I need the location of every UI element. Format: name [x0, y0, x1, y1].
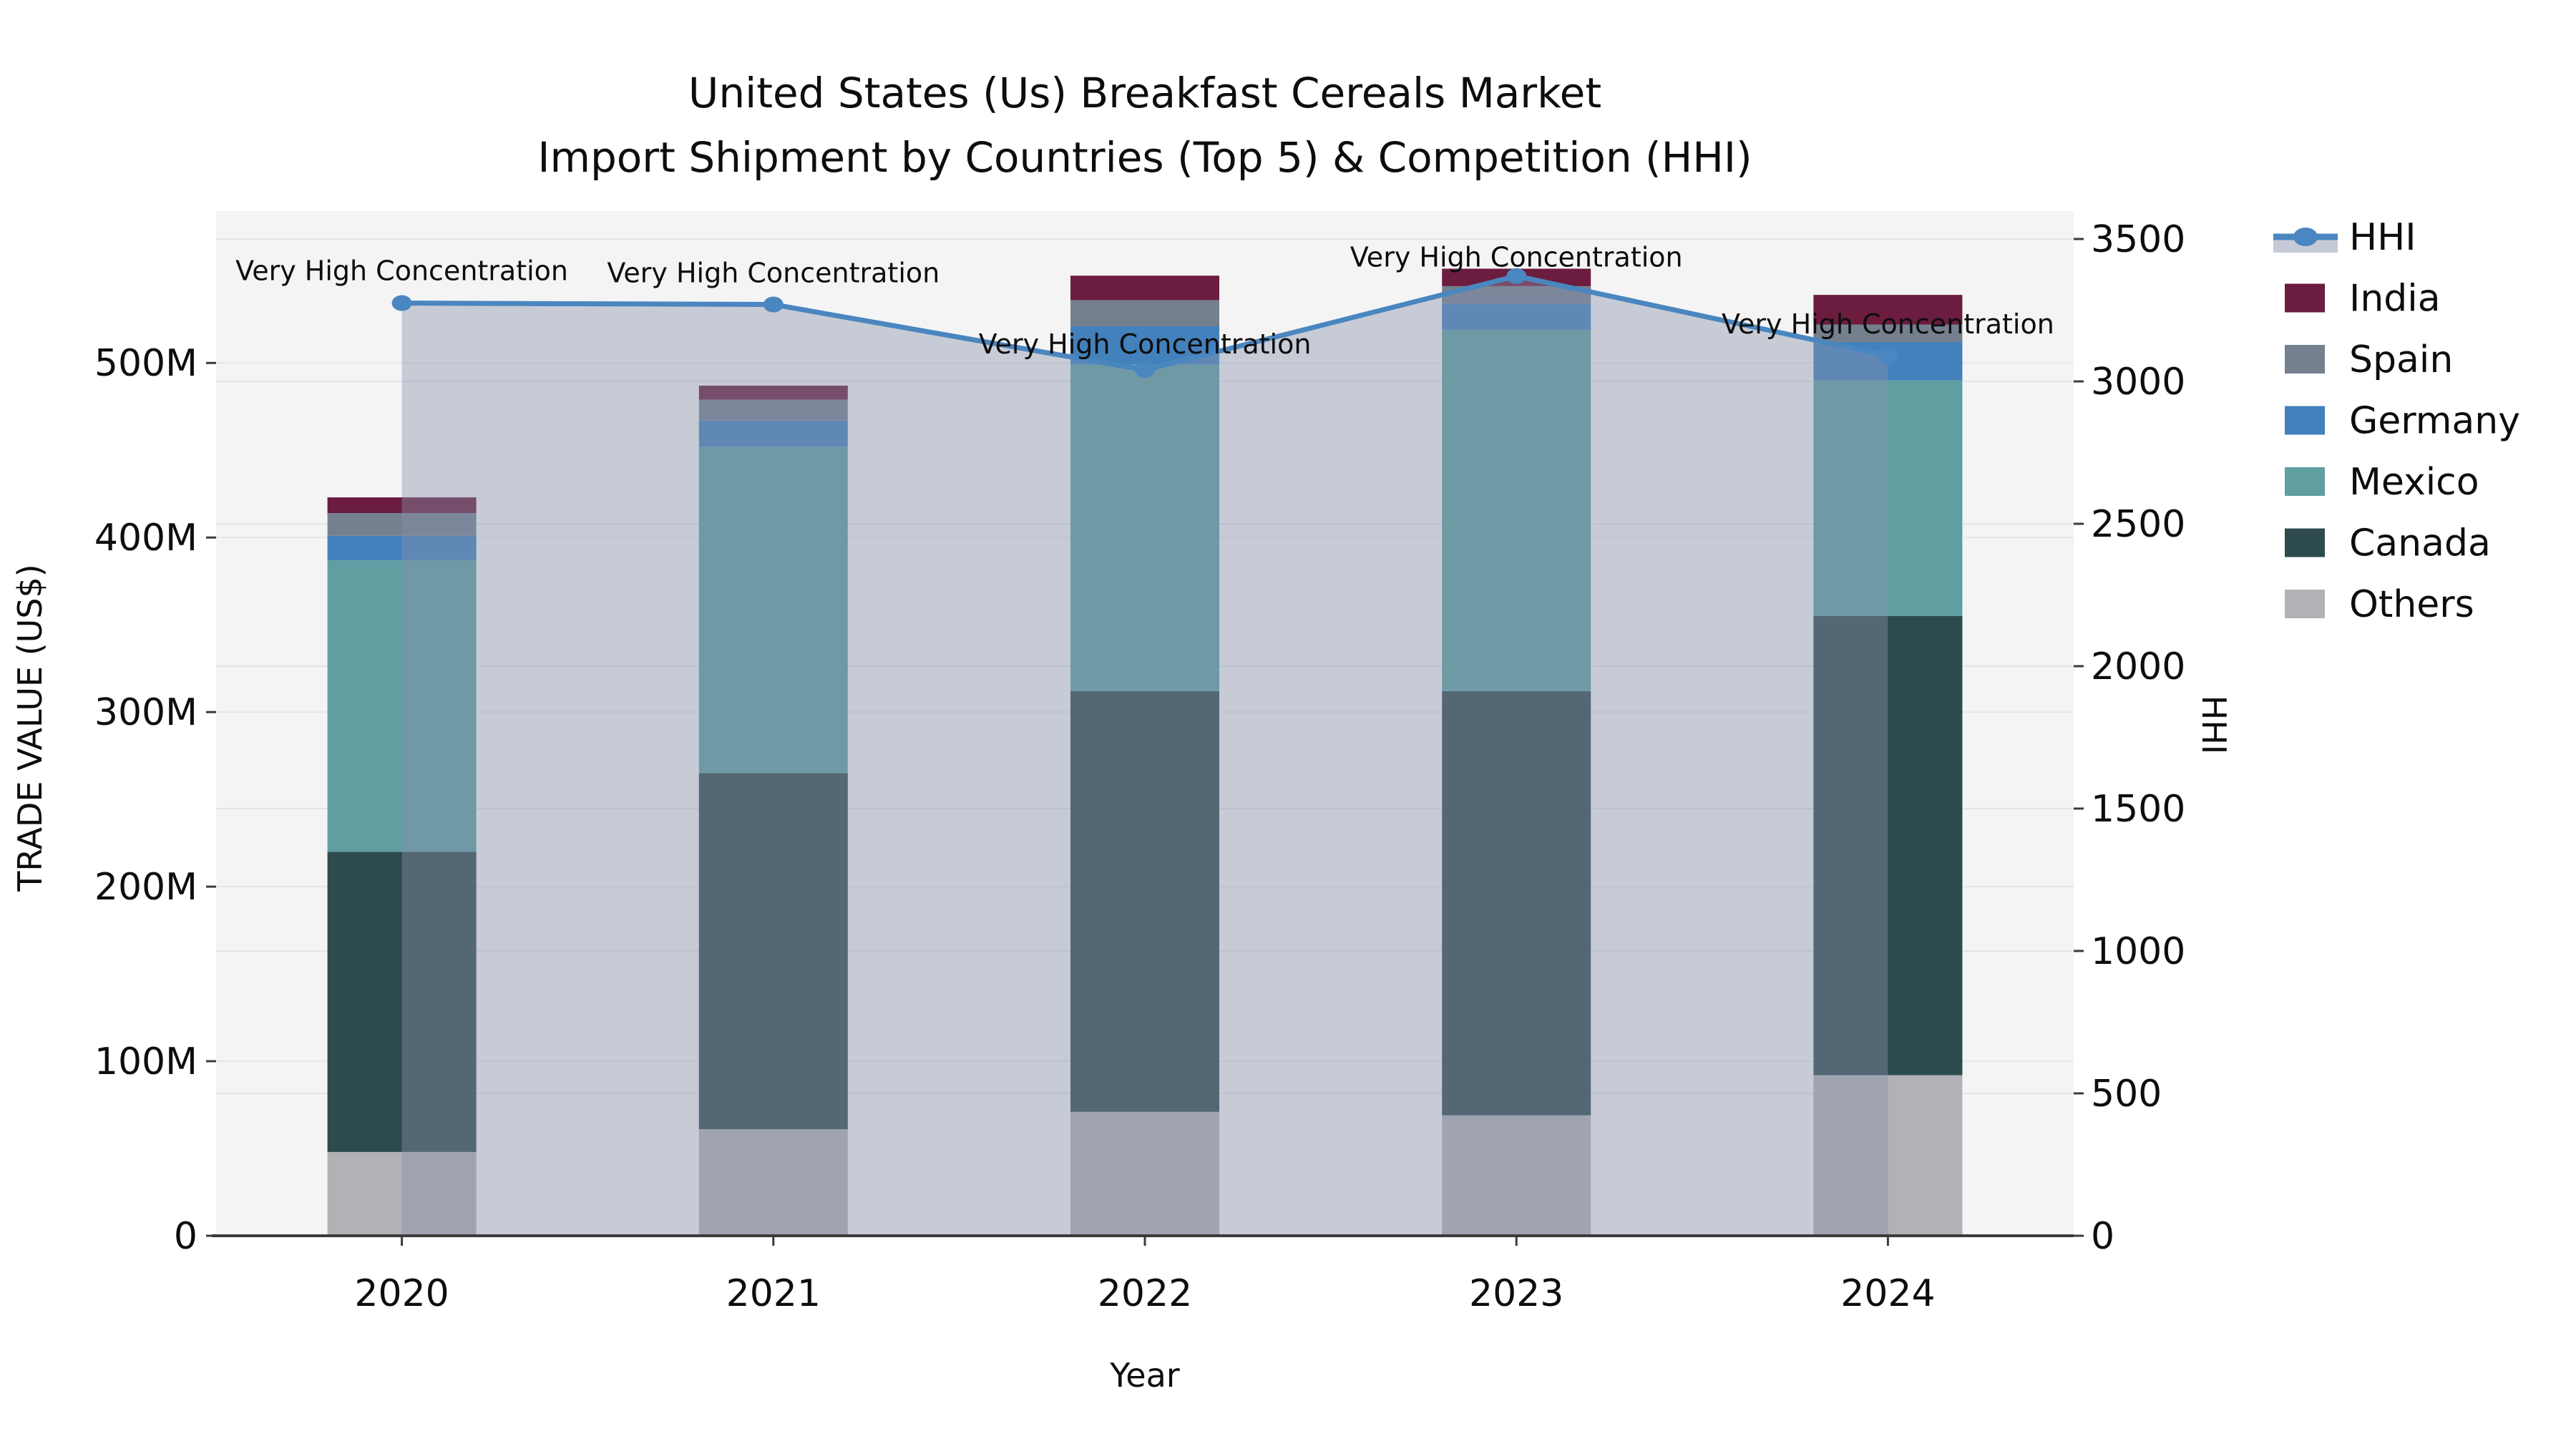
y-right-tick-label: 1500 — [2091, 788, 2185, 831]
legend-label-others: Others — [2349, 583, 2474, 626]
bar-2022-others — [1070, 1111, 1219, 1236]
legend-swatch-canada — [2285, 528, 2325, 557]
y-right-tick-label: 0 — [2091, 1215, 2114, 1258]
bar-2020-spain — [327, 513, 477, 536]
bar-2021-india — [698, 385, 848, 400]
hhi-marker-2020 — [391, 295, 412, 311]
hhi-marker-2024 — [1878, 348, 1898, 364]
bar-2022-spain — [1070, 300, 1219, 327]
y-right-tick-label: 3000 — [2091, 361, 2185, 404]
annotation-2023: Very High Concentration — [1350, 242, 1683, 273]
y-right-tick-label: 500 — [2091, 1073, 2162, 1116]
bar-2023-others — [1442, 1115, 1591, 1236]
bar-2022-india — [1070, 275, 1219, 301]
y-left-tick-label: 0 — [174, 1215, 197, 1258]
annotation-2021: Very High Concentration — [607, 258, 940, 289]
y-left-tick-label: 500M — [94, 342, 197, 385]
legend-label-india: India — [2349, 278, 2441, 321]
bar-2024-spain — [1813, 324, 1963, 342]
y-axis-left-label: TRADE VALUE (US$) — [11, 564, 49, 892]
bar-2023-germany — [1442, 303, 1591, 330]
annotation-2020: Very High Concentration — [235, 255, 568, 287]
chart-title-line1: United States (Us) Breakfast Cereals Mar… — [688, 69, 1601, 117]
y-right-tick-label: 1000 — [2091, 930, 2185, 973]
x-tick-label-2023: 2023 — [1469, 1272, 1563, 1315]
legend-swatch-germany — [2285, 406, 2325, 435]
legend-swatch-others — [2285, 590, 2325, 618]
y-left-tick-label: 300M — [94, 691, 197, 734]
hhi-marker-2023 — [1506, 268, 1527, 284]
bar-2023-canada — [1442, 691, 1591, 1116]
bar-2024-india — [1813, 295, 1963, 325]
x-tick-label-2021: 2021 — [726, 1272, 821, 1315]
legend-label-germany: Germany — [2349, 400, 2520, 443]
x-tick-label-2020: 2020 — [354, 1272, 449, 1315]
legend-swatch-india — [2285, 283, 2325, 313]
chart-title-line2: Import Shipment by Countries (Top 5) & C… — [537, 133, 1752, 182]
x-axis-label: Year — [1109, 1356, 1179, 1395]
legend-label-spain: Spain — [2349, 338, 2453, 381]
bar-2020-germany — [327, 535, 477, 560]
annotation-2022: Very High Concentration — [979, 328, 1312, 360]
legend-hhi-marker-sample — [2293, 228, 2318, 246]
bar-2024-mexico — [1813, 380, 1963, 616]
bar-2020-others — [327, 1151, 477, 1236]
y-left-tick-label: 100M — [94, 1040, 197, 1083]
y-right-tick-label: 2500 — [2091, 503, 2185, 546]
bar-2023-mexico — [1442, 329, 1591, 691]
y-axis-right-label: HHI — [2195, 696, 2233, 755]
hhi-marker-2022 — [1135, 362, 1155, 379]
legend-label-canada: Canada — [2349, 522, 2491, 565]
y-right-tick-label: 2000 — [2091, 645, 2185, 688]
bar-2021-germany — [698, 420, 848, 447]
bar-2020-canada — [327, 852, 477, 1152]
bar-2024-canada — [1813, 615, 1963, 1075]
legend-label-mexico: Mexico — [2349, 461, 2479, 504]
y-right-tick-label: 3500 — [2091, 218, 2185, 261]
hhi-area-fill — [401, 275, 1888, 1236]
bar-2020-india — [327, 497, 477, 514]
bar-2021-spain — [698, 399, 848, 421]
x-tick-label-2024: 2024 — [1840, 1272, 1935, 1315]
y-left-tick-label: 400M — [94, 517, 197, 560]
bar-2021-mexico — [698, 447, 848, 774]
bar-2022-canada — [1070, 691, 1219, 1112]
y-left-tick-label: 200M — [94, 866, 197, 909]
legend-label-hhi: HHI — [2349, 216, 2416, 259]
legend-swatch-spain — [2285, 345, 2325, 374]
x-tick-label-2022: 2022 — [1098, 1272, 1192, 1315]
annotation-2024: Very High Concentration — [1722, 308, 2054, 340]
legend-swatch-mexico — [2285, 467, 2325, 496]
bar-2024-others — [1813, 1075, 1963, 1236]
bar-2022-mexico — [1070, 364, 1219, 691]
bar-2021-canada — [698, 773, 848, 1130]
hhi-marker-2021 — [763, 296, 784, 313]
bar-2021-others — [698, 1129, 848, 1236]
bar-2020-mexico — [327, 560, 477, 852]
